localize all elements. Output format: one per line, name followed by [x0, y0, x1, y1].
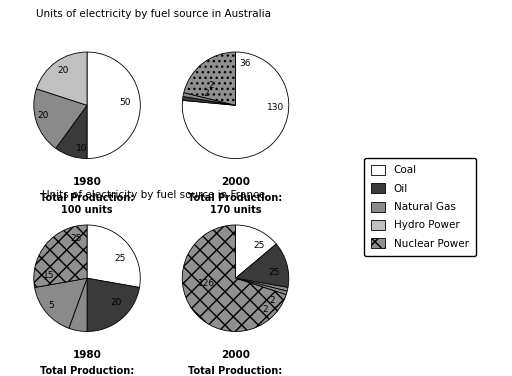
Text: 2000: 2000 — [221, 177, 250, 187]
Wedge shape — [182, 97, 236, 105]
Text: 1980: 1980 — [73, 350, 101, 360]
Text: 15: 15 — [43, 271, 54, 280]
Text: 5: 5 — [48, 302, 54, 311]
Wedge shape — [182, 52, 289, 159]
Text: 10: 10 — [76, 144, 88, 153]
Wedge shape — [182, 225, 286, 332]
Text: 2: 2 — [209, 80, 215, 89]
Text: 2: 2 — [203, 89, 209, 98]
Text: Units of electricity by fuel source in France: Units of electricity by fuel source in F… — [42, 190, 265, 200]
Wedge shape — [36, 52, 87, 105]
Wedge shape — [184, 52, 236, 105]
Text: 130: 130 — [267, 103, 284, 112]
Text: 20: 20 — [111, 298, 122, 307]
Text: 20: 20 — [38, 111, 49, 120]
Wedge shape — [69, 278, 87, 332]
Text: 2: 2 — [269, 296, 274, 305]
Wedge shape — [35, 278, 87, 328]
Wedge shape — [87, 52, 140, 159]
Wedge shape — [34, 89, 87, 149]
Wedge shape — [87, 278, 139, 332]
Text: Total Production:
100 units: Total Production: 100 units — [40, 193, 134, 215]
Wedge shape — [183, 92, 236, 105]
Text: Units of electricity by fuel source in Australia: Units of electricity by fuel source in A… — [36, 9, 271, 20]
Wedge shape — [236, 278, 288, 291]
Text: 25: 25 — [254, 241, 265, 250]
Text: Total Production:
170 units: Total Production: 170 units — [188, 193, 283, 215]
Text: Total Production:
180 units: Total Production: 180 units — [188, 366, 283, 376]
Text: 25: 25 — [71, 234, 82, 243]
Wedge shape — [236, 278, 287, 295]
Wedge shape — [236, 225, 276, 278]
Text: 1980: 1980 — [73, 177, 101, 187]
Text: 25: 25 — [114, 253, 126, 262]
Text: 2: 2 — [262, 305, 268, 314]
Text: Total Production:
90 units: Total Production: 90 units — [40, 366, 134, 376]
Text: 126: 126 — [198, 279, 215, 288]
Text: 36: 36 — [239, 59, 251, 68]
Text: 2000: 2000 — [221, 350, 250, 360]
Wedge shape — [56, 105, 87, 159]
Wedge shape — [34, 225, 87, 288]
Text: 25: 25 — [268, 268, 280, 277]
Wedge shape — [236, 244, 289, 288]
Legend: Coal, Oil, Natural Gas, Hydro Power, Nuclear Power: Coal, Oil, Natural Gas, Hydro Power, Nuc… — [364, 158, 476, 256]
Text: 50: 50 — [120, 98, 131, 107]
Text: 20: 20 — [57, 66, 69, 75]
Wedge shape — [87, 225, 140, 288]
